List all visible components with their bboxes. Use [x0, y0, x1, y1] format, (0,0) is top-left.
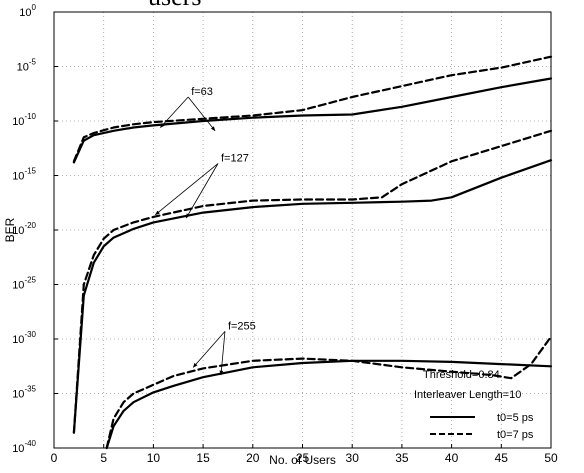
- grid: [54, 12, 551, 448]
- x-tick-label: 35: [395, 451, 409, 465]
- series-f255-solid: [105, 359, 553, 450]
- interleaver-annotation: Interleaver Length=10: [414, 389, 521, 401]
- series-f63-solid: [72, 77, 553, 164]
- x-tick-label: 25: [296, 451, 310, 465]
- y-tick-label: 10-20: [12, 221, 36, 237]
- series-f127-solid: [72, 159, 553, 434]
- y-tick-label: 10-40: [12, 439, 36, 455]
- y-tick-label: 10-5: [17, 58, 37, 74]
- x-tick-label: 0: [51, 451, 58, 465]
- annotation-arrow: [185, 163, 219, 219]
- series-f255-dashed: [105, 335, 553, 450]
- y-tick-label: 10-35: [12, 385, 36, 401]
- annotation-arrow: [187, 96, 216, 132]
- series-f63-dashed: [72, 55, 553, 163]
- annotations: f=63 f=127 f=255: [155, 86, 256, 376]
- x-tick-label: 45: [495, 451, 509, 465]
- series-f127-dashed: [72, 129, 553, 434]
- annotation-arrow: [155, 163, 219, 216]
- annotation-label-f255: f=255: [228, 320, 256, 332]
- annotation-arrow: [160, 96, 189, 128]
- info-box: Threshold=0.84 Interleaver Length=10: [414, 369, 521, 401]
- x-tick-label: 15: [196, 451, 210, 465]
- annotation-arrow: [219, 331, 226, 376]
- legend-label-t0-5ps: t0=5 ps: [497, 412, 534, 424]
- series-lines: [72, 55, 553, 450]
- chart-title-fragment: users: [148, 0, 201, 10]
- y-tick-label: 10-25: [12, 276, 36, 292]
- x-tick-label: 20: [246, 451, 260, 465]
- y-axis-label: BER: [3, 217, 17, 242]
- x-tick-label: 50: [544, 451, 558, 465]
- x-tick-label: 10: [147, 451, 161, 465]
- y-tick-label: 10-30: [12, 330, 36, 346]
- x-axis-label: No. of Users: [269, 453, 336, 467]
- y-tick-label: 100: [19, 3, 36, 19]
- legend-label-t0-7ps: t0=7 ps: [497, 429, 534, 441]
- x-tick-label: 30: [346, 451, 360, 465]
- annotation-arrow: [192, 331, 226, 368]
- axis-ticks: 0 5 10 15 20 25 30 35 40 45 50 100 10-5 10-10 10-15 10-…: [12, 3, 558, 465]
- annotation-label-f127: f=127: [221, 153, 249, 165]
- threshold-annotation: Threshold=0.84: [423, 369, 500, 381]
- y-tick-label: 10-10: [12, 112, 36, 128]
- annotation-label-f63: f=63: [191, 86, 213, 98]
- y-tick-label: 10-15: [12, 167, 36, 183]
- x-tick-label: 5: [100, 451, 107, 465]
- x-tick-label: 40: [445, 451, 459, 465]
- legend: t0=5 ps t0=7 ps: [430, 412, 534, 441]
